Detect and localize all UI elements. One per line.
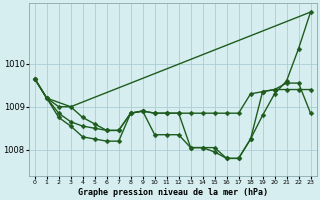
- X-axis label: Graphe pression niveau de la mer (hPa): Graphe pression niveau de la mer (hPa): [78, 188, 268, 197]
